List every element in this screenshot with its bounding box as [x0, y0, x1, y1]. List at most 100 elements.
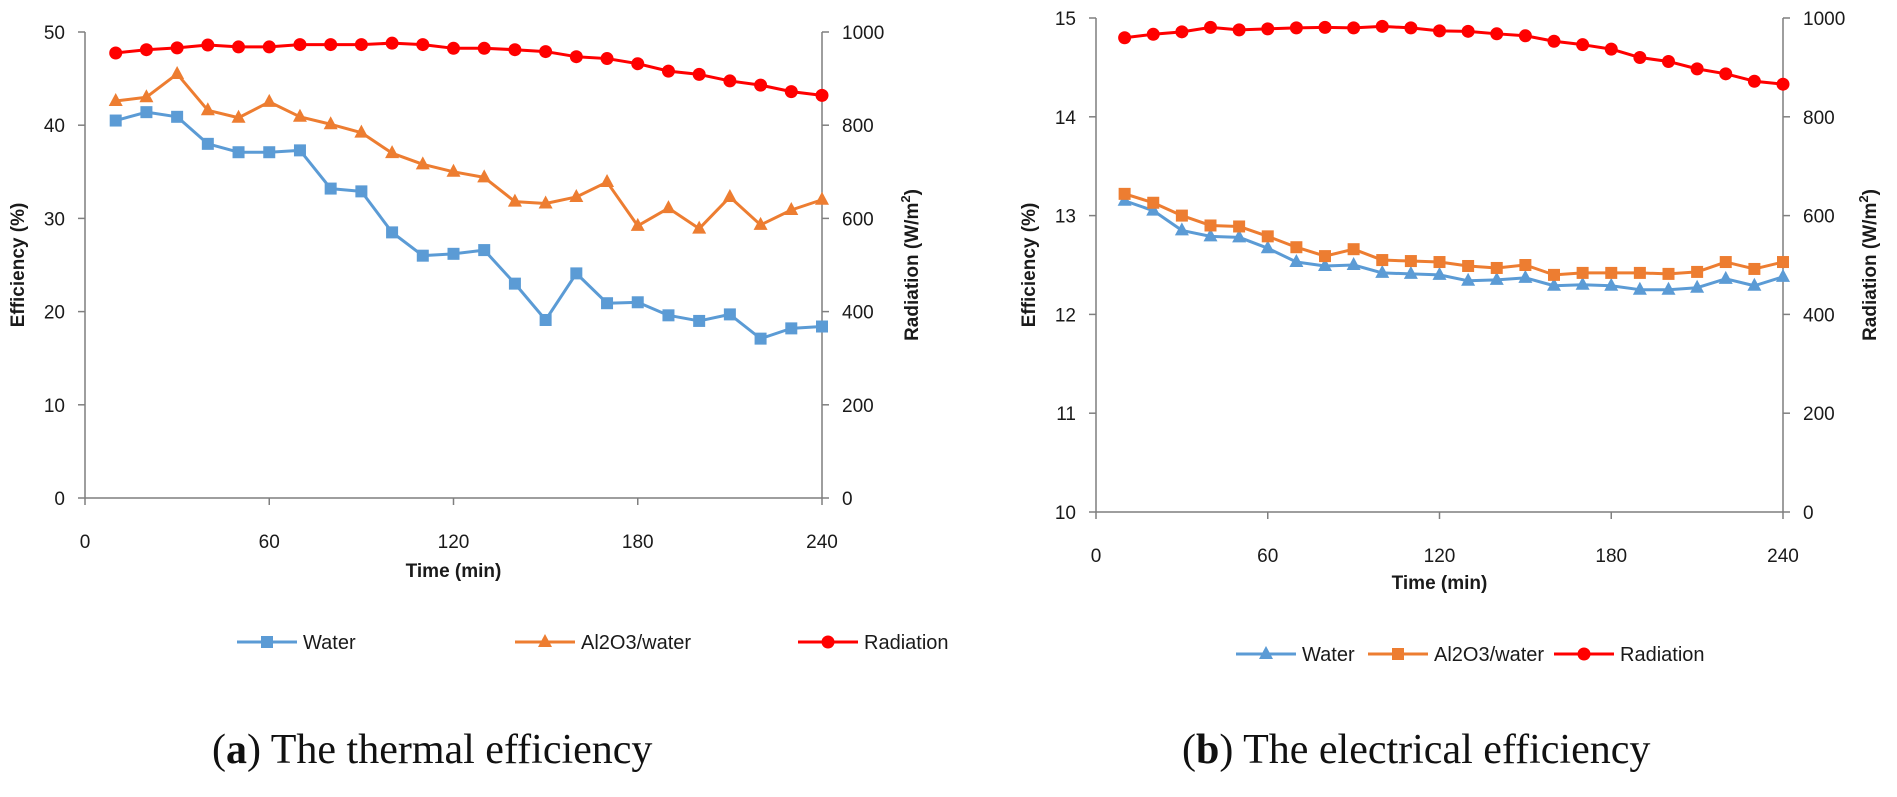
data-point-water — [1747, 277, 1762, 291]
data-point-water — [816, 320, 828, 333]
data-point-al2o3-water — [692, 220, 707, 234]
x-tick-label: 240 — [806, 532, 838, 553]
data-point-water — [539, 313, 552, 326]
data-point-water — [723, 308, 736, 321]
data-point-radiation — [508, 43, 522, 57]
legend-item-water: Water — [1236, 644, 1355, 666]
data-point-water — [293, 144, 306, 157]
data-point-water — [232, 146, 245, 159]
caption-open: ( — [1182, 727, 1196, 773]
caption-text: ) The thermal efficiency — [247, 727, 652, 773]
data-point-radiation — [631, 57, 645, 71]
y2-tick-label: 800 — [842, 116, 874, 137]
data-point-al2o3-water — [1662, 267, 1675, 280]
data-point-al2o3-water — [1347, 243, 1360, 256]
x-tick-label: 60 — [259, 532, 280, 553]
data-point-al2o3-water — [1548, 268, 1560, 281]
x-axis-title: Time (min) — [406, 561, 502, 582]
y2-tick-label: 200 — [1803, 404, 1835, 425]
series-al2o3-water — [1118, 187, 1789, 281]
data-point-al2o3-water — [753, 216, 768, 230]
data-point-water — [355, 185, 368, 198]
data-point-al2o3-water — [1204, 219, 1217, 232]
x-tick-label: 0 — [80, 532, 91, 553]
x-tick-label: 0 — [1091, 546, 1102, 567]
data-point-water — [386, 226, 399, 239]
data-point-radiation — [1289, 21, 1303, 35]
data-point-al2o3-water — [722, 188, 737, 202]
y-tick-label: 13 — [1055, 207, 1076, 228]
caption: (a) The thermal efficiency — [212, 727, 652, 773]
y-axis-title: Efficiency (%) — [8, 203, 29, 328]
chart-thermal-efficiency: 0 60 120 180 240 0 10 20 30 40 50 0 200 400 600 800 1000… — [8, 23, 949, 773]
caption: (b) The electrical efficiency — [1182, 727, 1650, 773]
data-point-al2o3-water — [108, 92, 123, 106]
y2-axis-title-close: ) — [902, 189, 923, 195]
data-point-water — [1403, 265, 1418, 279]
data-point-al2o3-water — [446, 163, 461, 177]
data-point-radiation — [354, 38, 368, 52]
y-tick-label: 40 — [44, 116, 65, 137]
x-tick-label: 60 — [1257, 546, 1278, 567]
data-point-water — [1489, 271, 1504, 285]
data-point-water — [1432, 266, 1447, 280]
data-point-radiation — [1146, 27, 1160, 41]
data-point-radiation — [1433, 24, 1446, 38]
series-radiation — [1118, 19, 1790, 91]
y-axis-title: Efficiency (%) — [1019, 203, 1040, 328]
data-point-al2o3-water — [1233, 220, 1246, 233]
data-point-water — [416, 249, 429, 262]
data-point-radiation — [324, 38, 338, 52]
data-point-al2o3-water — [538, 195, 553, 209]
y2-tick-label: 1000 — [1803, 9, 1845, 30]
y-tick-label: 0 — [54, 489, 65, 510]
data-point-water — [785, 322, 798, 335]
data-point-al2o3-water — [1719, 256, 1732, 269]
data-point-water — [1346, 257, 1361, 270]
data-point-water — [1318, 257, 1332, 271]
caption-letter: b — [1196, 727, 1219, 773]
data-point-al2o3-water — [1777, 256, 1789, 269]
data-point-al2o3-water — [323, 116, 338, 130]
y2-tick-label: 600 — [842, 209, 874, 230]
y-tick-label: 10 — [44, 396, 65, 417]
data-point-radiation — [661, 64, 675, 78]
data-point-water — [693, 314, 706, 327]
legend-marker — [1392, 648, 1404, 660]
x-tick-label: 180 — [622, 532, 654, 553]
data-point-water — [324, 182, 337, 195]
data-point-al2o3-water — [231, 109, 246, 123]
data-point-al2o3-water — [1147, 196, 1160, 209]
data-point-al2o3-water — [1433, 256, 1446, 269]
data-point-water — [508, 277, 521, 290]
data-point-water — [478, 244, 491, 257]
data-point-al2o3-water — [1376, 254, 1389, 267]
data-point-radiation — [1404, 21, 1418, 35]
data-point-al2o3-water — [477, 169, 492, 183]
data-point-water — [1518, 269, 1533, 283]
legend-marker — [261, 636, 273, 648]
data-point-radiation — [1461, 24, 1475, 38]
data-point-al2o3-water — [1633, 266, 1646, 279]
data-point-radiation — [1204, 20, 1217, 34]
data-point-water — [1174, 222, 1189, 236]
data-point-radiation — [1690, 62, 1704, 76]
data-point-radiation — [1662, 54, 1675, 68]
legend-label: Radiation — [1620, 644, 1705, 666]
y2-axis-title-superscript: 2 — [898, 195, 913, 202]
data-point-radiation — [692, 67, 706, 81]
data-point-water — [1146, 202, 1161, 216]
data-point-water — [1375, 264, 1390, 278]
x-tick-label: 180 — [1595, 546, 1627, 567]
chart-electrical-efficiency: 0 60 120 180 240 10 11 12 13 14 15 0 200 400 600 800 100… — [1019, 9, 1881, 773]
data-point-water — [1776, 268, 1790, 282]
legend-label: Al2O3/water — [581, 632, 691, 654]
data-point-water — [1690, 279, 1705, 293]
data-point-radiation — [293, 38, 307, 52]
data-point-radiation — [1776, 77, 1790, 91]
legend-marker — [538, 634, 552, 647]
data-point-radiation — [1604, 42, 1618, 56]
data-point-al2o3-water — [507, 193, 522, 207]
data-point-al2o3-water — [1290, 241, 1303, 254]
data-point-water — [570, 267, 583, 280]
